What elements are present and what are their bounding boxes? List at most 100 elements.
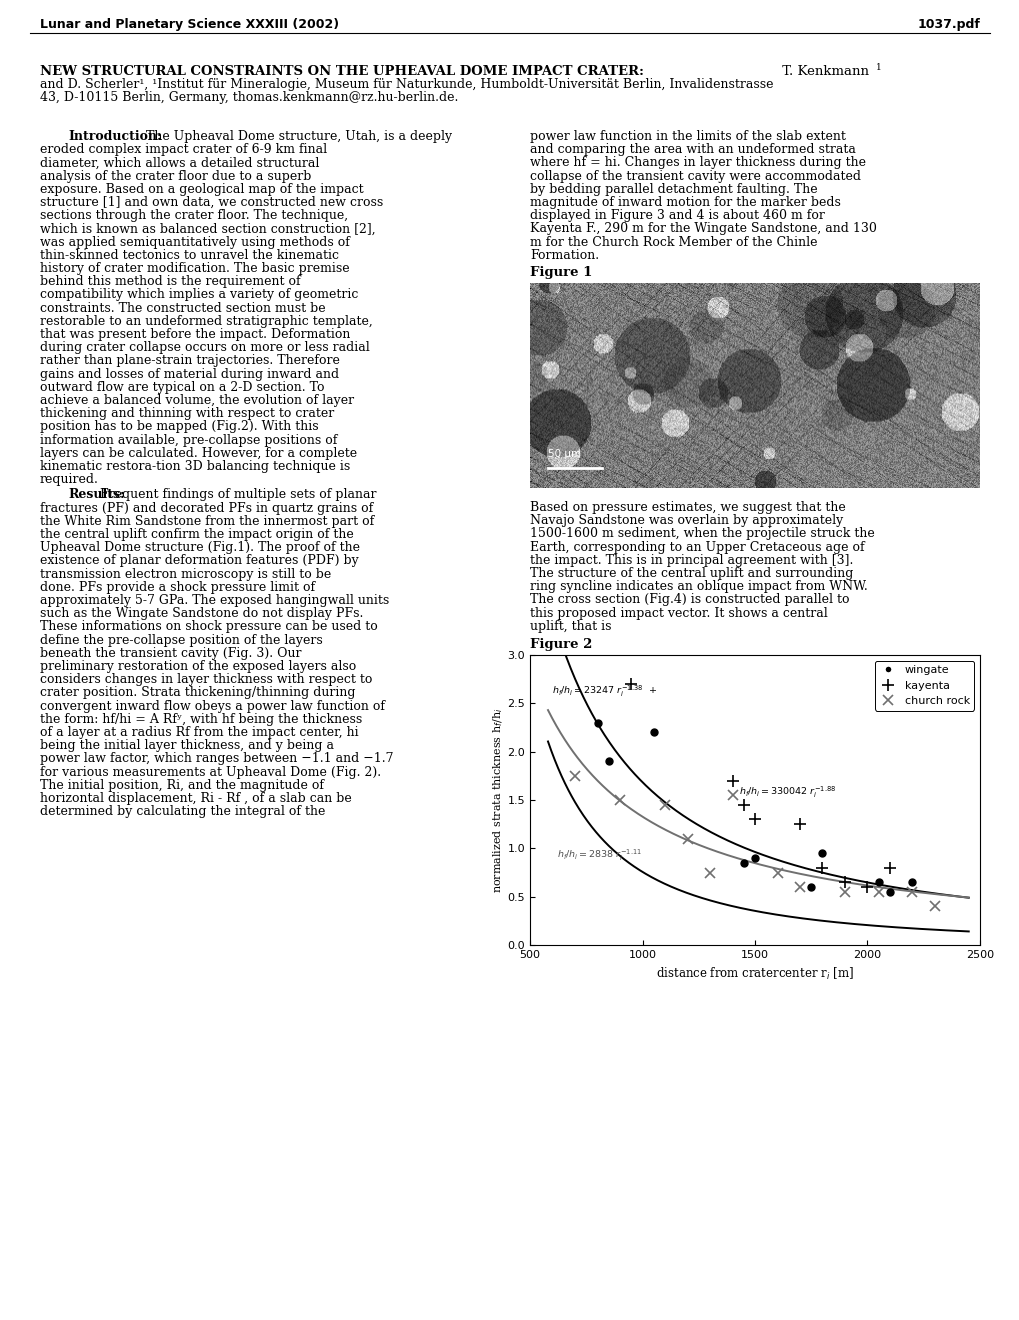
Text: power law factor, which ranges between −1.1 and −1.7: power law factor, which ranges between −… <box>40 752 393 766</box>
kayenta <box>838 874 850 890</box>
Text: restorable to an undeformed stratigraphic template,: restorable to an undeformed stratigraphi… <box>40 314 372 327</box>
Text: Based on pressure estimates, we suggest that the: Based on pressure estimates, we suggest … <box>530 502 845 513</box>
Text: the form: hf/hi = A Rfʸ, with hf being the thickness: the form: hf/hi = A Rfʸ, with hf being t… <box>40 713 362 726</box>
church rock <box>770 865 783 880</box>
Text: Lunar and Planetary Science XXXIII (2002): Lunar and Planetary Science XXXIII (2002… <box>40 18 338 30</box>
Text: The cross section (Fig.4) is constructed parallel to: The cross section (Fig.4) is constructed… <box>530 594 849 606</box>
Text: outward flow are typical on a 2-D section. To: outward flow are typical on a 2-D sectio… <box>40 380 324 393</box>
Text: was applied semiquantitatively using methods of: was applied semiquantitatively using met… <box>40 235 350 248</box>
wingate <box>815 845 827 861</box>
wingate <box>647 725 659 741</box>
Text: 50 μm: 50 μm <box>547 449 581 459</box>
Text: layers can be calculated. However, for a complete: layers can be calculated. However, for a… <box>40 446 357 459</box>
Text: T. Kenkmann: T. Kenkmann <box>777 65 868 78</box>
Text: behind this method is the requirement of: behind this method is the requirement of <box>40 275 301 288</box>
kayenta <box>793 816 805 832</box>
kayenta <box>737 797 749 813</box>
Text: fractures (PF) and decorated PFs in quartz grains of: fractures (PF) and decorated PFs in quar… <box>40 502 373 515</box>
Text: approximately 5-7 GPa. The exposed hangingwall units: approximately 5-7 GPa. The exposed hangi… <box>40 594 389 607</box>
Text: thickening and thinning with respect to crater: thickening and thinning with respect to … <box>40 407 334 420</box>
Text: $h_f/h_i = 330042\ r_i^{-1.88}$: $h_f/h_i = 330042\ r_i^{-1.88}$ <box>739 784 836 800</box>
kayenta <box>883 859 896 875</box>
Text: and D. Scherler¹, ¹Institut für Mineralogie, Museum für Naturkunde, Humboldt-Uni: and D. Scherler¹, ¹Institut für Mineralo… <box>40 78 772 91</box>
wingate <box>804 879 816 895</box>
wingate <box>872 874 884 890</box>
Text: exposure. Based on a geological map of the impact: exposure. Based on a geological map of t… <box>40 182 363 195</box>
Text: transmission electron microscopy is still to be: transmission electron microscopy is stil… <box>40 568 331 581</box>
Text: $h_f/h_i = 23247\ r_i^{-1.38}$  +: $h_f/h_i = 23247\ r_i^{-1.38}$ + <box>552 684 657 700</box>
Text: analysis of the crater floor due to a superb: analysis of the crater floor due to a su… <box>40 169 311 182</box>
church rock <box>838 884 850 900</box>
Text: required.: required. <box>40 473 99 486</box>
Text: and comparing the area with an undeformed strata: and comparing the area with an undeforme… <box>530 143 855 156</box>
wingate <box>748 850 760 866</box>
Text: the impact. This is in principal agreement with [3].: the impact. This is in principal agreeme… <box>530 554 853 566</box>
Text: define the pre-collapse position of the layers: define the pre-collapse position of the … <box>40 634 322 647</box>
Text: kinematic restora-tion 3D balancing technique is: kinematic restora-tion 3D balancing tech… <box>40 459 350 473</box>
Text: Navajo Sandstone was overlain by approximately: Navajo Sandstone was overlain by approxi… <box>530 515 843 527</box>
Text: displayed in Figure 3 and 4 is about 460 m for: displayed in Figure 3 and 4 is about 460… <box>530 209 824 222</box>
Text: These informations on shock pressure can be used to: These informations on shock pressure can… <box>40 620 377 634</box>
church rock <box>681 830 693 846</box>
Text: magnitude of inward motion for the marker beds: magnitude of inward motion for the marke… <box>530 195 840 209</box>
Text: sections through the crater floor. The technique,: sections through the crater floor. The t… <box>40 209 347 222</box>
Text: NEW STRUCTURAL CONSTRAINTS ON THE UPHEAVAL DOME IMPACT CRATER:: NEW STRUCTURAL CONSTRAINTS ON THE UPHEAV… <box>40 65 643 78</box>
Text: $h_f/h_i = 2838\ r_i^{-1.11}$: $h_f/h_i = 2838\ r_i^{-1.11}$ <box>556 847 641 863</box>
Text: gains and losses of material during inward and: gains and losses of material during inwa… <box>40 367 338 380</box>
Text: Earth, corresponding to an Upper Cretaceous age of: Earth, corresponding to an Upper Cretace… <box>530 541 864 553</box>
Text: information available, pre-collapse positions of: information available, pre-collapse posi… <box>40 433 337 446</box>
Text: beneath the transient cavity (Fig. 3). Our: beneath the transient cavity (Fig. 3). O… <box>40 647 302 660</box>
Text: achieve a balanced volume, the evolution of layer: achieve a balanced volume, the evolution… <box>40 393 354 407</box>
Text: for various measurements at Upheaval Dome (Fig. 2).: for various measurements at Upheaval Dom… <box>40 766 381 779</box>
wingate <box>602 754 614 770</box>
Text: Figure 1: Figure 1 <box>530 267 592 279</box>
Text: The structure of the central uplift and surrounding: The structure of the central uplift and … <box>530 568 853 579</box>
wingate <box>883 884 896 900</box>
wingate <box>591 714 603 730</box>
church rock <box>928 899 941 915</box>
Text: thin-skinned tectonics to unravel the kinematic: thin-skinned tectonics to unravel the ki… <box>40 248 338 261</box>
Text: Results:: Results: <box>68 488 124 502</box>
Text: compatibility which implies a variety of geometric: compatibility which implies a variety of… <box>40 288 358 301</box>
Text: m for the Church Rock Member of the Chinle: m for the Church Rock Member of the Chin… <box>530 235 816 248</box>
Text: the White Rim Sandstone from the innermost part of: the White Rim Sandstone from the innermo… <box>40 515 374 528</box>
Text: Introduction:: Introduction: <box>68 129 161 143</box>
kayenta <box>748 812 760 828</box>
Text: 1037.pdf: 1037.pdf <box>916 18 979 30</box>
Text: power law function in the limits of the slab extent: power law function in the limits of the … <box>530 129 845 143</box>
church rock <box>872 884 884 900</box>
Text: horizontal displacement, Ri - Rf , of a slab can be: horizontal displacement, Ri - Rf , of a … <box>40 792 352 805</box>
Text: position has to be mapped (Fig.2). With this: position has to be mapped (Fig.2). With … <box>40 420 318 433</box>
Text: uplift, that is: uplift, that is <box>530 620 611 632</box>
Text: that was present before the impact. Deformation: that was present before the impact. Defo… <box>40 327 351 341</box>
Text: where hf = hi. Changes in layer thickness during the: where hf = hi. Changes in layer thicknes… <box>530 156 865 169</box>
Text: by bedding parallel detachment faulting. The: by bedding parallel detachment faulting.… <box>530 182 817 195</box>
wingate <box>906 874 918 890</box>
Text: convergent inward flow obeys a power law function of: convergent inward flow obeys a power law… <box>40 700 384 713</box>
church rock <box>613 792 626 808</box>
church rock <box>726 787 738 803</box>
church rock <box>793 879 805 895</box>
Text: Kayenta F., 290 m for the Wingate Sandstone, and 130: Kayenta F., 290 m for the Wingate Sandst… <box>530 222 876 235</box>
Text: such as the Wingate Sandstone do not display PFs.: such as the Wingate Sandstone do not dis… <box>40 607 363 620</box>
Line: wingate: wingate <box>593 719 915 895</box>
Text: considers changes in layer thickness with respect to: considers changes in layer thickness wit… <box>40 673 372 686</box>
Line: kayenta: kayenta <box>625 678 895 892</box>
X-axis label: distance from cratercenter r$_i$ [m]: distance from cratercenter r$_i$ [m] <box>655 965 853 982</box>
Text: diameter, which allows a detailed structural: diameter, which allows a detailed struct… <box>40 156 319 169</box>
Text: this proposed impact vector. It shows a central: this proposed impact vector. It shows a … <box>530 607 827 619</box>
Text: 1500-1600 m sediment, when the projectile struck the: 1500-1600 m sediment, when the projectil… <box>530 528 874 540</box>
Text: constraints. The constructed section must be: constraints. The constructed section mus… <box>40 301 325 314</box>
Text: collapse of the transient cavity were accommodated: collapse of the transient cavity were ac… <box>530 169 860 182</box>
Text: being the initial layer thickness, and y being a: being the initial layer thickness, and y… <box>40 739 333 752</box>
Text: history of crater modification. The basic premise: history of crater modification. The basi… <box>40 261 350 275</box>
Text: during crater collapse occurs on more or less radial: during crater collapse occurs on more or… <box>40 341 370 354</box>
Text: existence of planar deformation features (PDF) by: existence of planar deformation features… <box>40 554 359 568</box>
Text: 43, D-10115 Berlin, Germany, thomas.kenkmann@rz.hu-berlin.de.: 43, D-10115 Berlin, Germany, thomas.kenk… <box>40 91 458 104</box>
Text: 1: 1 <box>875 63 880 73</box>
Text: crater position. Strata thickening/thinning during: crater position. Strata thickening/thinn… <box>40 686 356 700</box>
kayenta <box>726 772 738 788</box>
kayenta <box>815 859 827 875</box>
Text: Figure 2: Figure 2 <box>530 638 592 651</box>
Text: the central uplift confirm the impact origin of the: the central uplift confirm the impact or… <box>40 528 354 541</box>
